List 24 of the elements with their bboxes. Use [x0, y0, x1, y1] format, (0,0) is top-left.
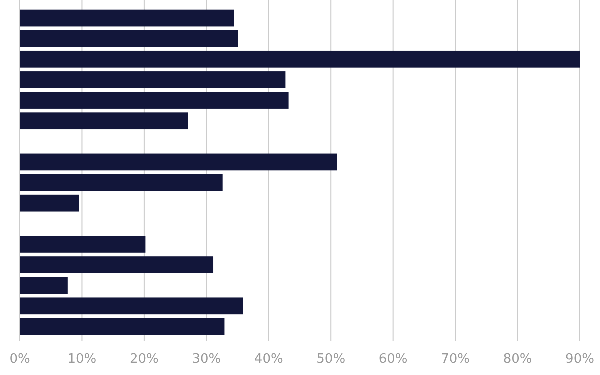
x-tick-label: 0% — [10, 352, 30, 367]
bar — [20, 10, 234, 27]
bar — [20, 112, 188, 130]
bar — [20, 318, 225, 336]
x-tick-label: 10% — [68, 352, 97, 367]
x-tick-label: 30% — [192, 352, 222, 367]
x-tick-label: 80% — [503, 352, 532, 367]
bar — [20, 194, 80, 212]
bar — [20, 30, 238, 48]
bar — [20, 154, 338, 171]
x-tick-label: 20% — [130, 352, 159, 367]
x-tick-label: 50% — [316, 352, 346, 367]
bar — [20, 72, 286, 88]
bar — [20, 174, 223, 192]
x-tick-label: 60% — [378, 352, 408, 367]
bar — [20, 92, 289, 109]
bar — [20, 277, 68, 294]
bar — [20, 236, 146, 253]
bar — [20, 256, 214, 274]
bar — [20, 298, 244, 315]
x-tick-label: 70% — [441, 352, 470, 367]
bar — [20, 50, 580, 68]
x-tick-label: 40% — [254, 352, 284, 367]
x-tick-label: 90% — [566, 352, 594, 367]
